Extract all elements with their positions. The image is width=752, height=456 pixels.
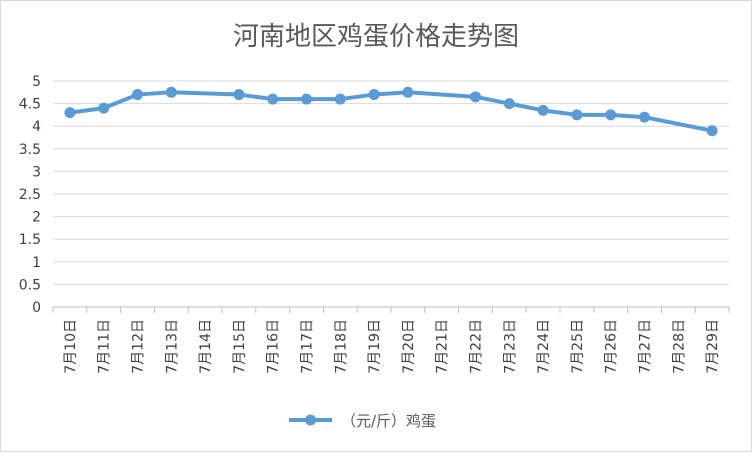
x-tick-label: 7月26日 xyxy=(604,319,620,374)
y-tick-label: 5 xyxy=(32,74,41,90)
data-point xyxy=(301,93,312,105)
chart-title: 河南地区鸡蛋价格走势图 xyxy=(233,22,519,52)
x-tick-label: 7月28日 xyxy=(671,319,687,374)
data-point xyxy=(503,98,515,110)
data-point xyxy=(267,93,279,105)
x-tick-label: 7月15日 xyxy=(232,319,248,374)
y-tick-label: 4.5 xyxy=(19,97,41,113)
x-tick-label: 7月23日 xyxy=(502,319,518,374)
legend-point-marker xyxy=(305,414,316,426)
data-point xyxy=(334,93,346,105)
x-tick-label: 7月19日 xyxy=(367,319,383,374)
x-tick-label: 7月18日 xyxy=(333,319,349,374)
data-point xyxy=(605,109,617,121)
y-tick-label: 4 xyxy=(32,119,41,135)
data-point xyxy=(98,102,110,114)
data-point xyxy=(537,104,549,116)
data-point xyxy=(706,125,718,137)
x-tick-label: 7月24日 xyxy=(536,319,552,374)
data-point xyxy=(132,89,143,101)
x-tick-label: 7月10日 xyxy=(63,319,79,374)
y-axis-tick-labels: 0 0.5 1 1.5 2 2.5 3 3.5 4 4.5 5 xyxy=(19,74,41,316)
data-point xyxy=(639,111,650,123)
data-point xyxy=(470,91,481,103)
x-axis-tick-labels: 7月10日 7月11日 7月12日 7月13日 7月14日 7月15日 7月16日 7月17日… xyxy=(63,319,721,374)
data-series xyxy=(64,86,718,137)
axes xyxy=(52,306,730,313)
x-tick-label: 7月25日 xyxy=(570,319,586,374)
gridlines xyxy=(53,80,729,285)
x-tick-label: 7月21日 xyxy=(435,319,451,374)
data-point xyxy=(571,109,583,121)
data-point xyxy=(64,107,76,119)
data-point xyxy=(233,89,245,101)
y-tick-label: 0 xyxy=(32,300,41,316)
y-tick-label: 3 xyxy=(32,164,41,180)
data-point xyxy=(368,89,380,101)
legend-label: （元/斤）鸡蛋 xyxy=(341,412,436,430)
x-tick-label: 7月29日 xyxy=(705,319,721,374)
y-tick-label: 2 xyxy=(32,210,41,226)
y-tick-label: 0.5 xyxy=(19,277,41,293)
x-tick-label: 7月12日 xyxy=(131,319,147,374)
x-tick-label: 7月11日 xyxy=(97,319,113,374)
data-point xyxy=(165,86,177,98)
y-tick-label: 3.5 xyxy=(19,142,41,158)
x-tick-label: 7月20日 xyxy=(401,319,417,374)
x-tick-label: 7月17日 xyxy=(300,319,316,374)
x-tick-label: 7月16日 xyxy=(266,319,282,374)
x-tick-label: 7月22日 xyxy=(469,319,485,374)
y-tick-label: 1 xyxy=(32,255,41,271)
y-tick-label: 1.5 xyxy=(19,232,41,248)
legend: （元/斤）鸡蛋 xyxy=(289,412,436,430)
x-tick-label: 7月14日 xyxy=(198,319,214,374)
y-tick-label: 2.5 xyxy=(19,187,41,203)
x-tick-label: 7月13日 xyxy=(164,319,180,374)
data-point xyxy=(402,86,414,98)
series-line xyxy=(67,90,715,133)
x-tick-label: 7月27日 xyxy=(638,319,654,374)
